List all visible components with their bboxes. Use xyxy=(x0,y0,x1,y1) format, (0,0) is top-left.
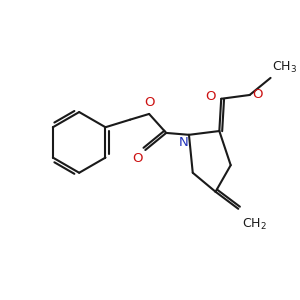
Text: O: O xyxy=(253,88,263,100)
Text: N: N xyxy=(178,136,188,149)
Text: CH$_3$: CH$_3$ xyxy=(272,60,297,75)
Text: O: O xyxy=(144,96,154,109)
Text: CH$_2$: CH$_2$ xyxy=(242,216,267,232)
Text: O: O xyxy=(205,90,215,104)
Text: O: O xyxy=(132,152,142,165)
